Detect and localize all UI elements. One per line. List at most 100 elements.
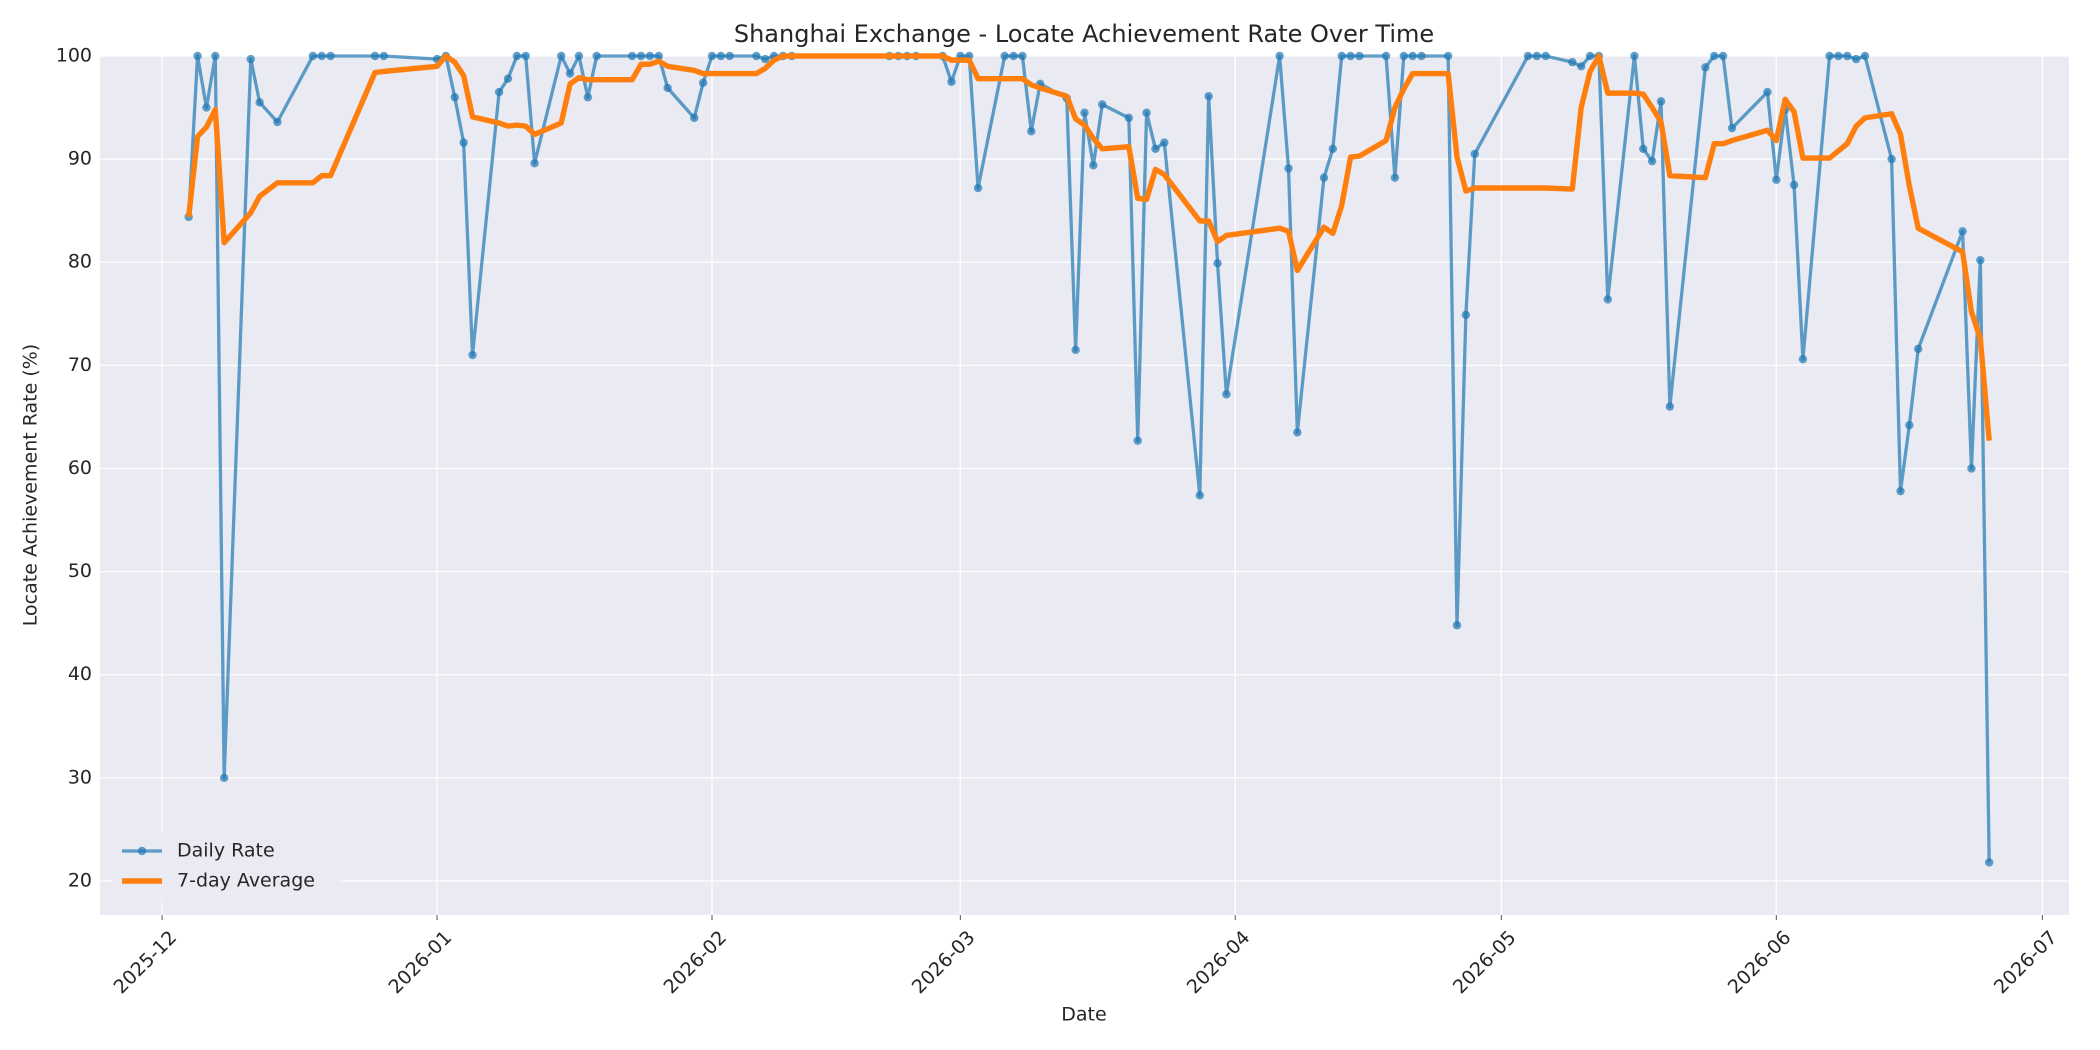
data-point (1523, 51, 1533, 61)
data-point (450, 93, 459, 102)
data-point (1000, 51, 1009, 61)
data-point (1541, 51, 1550, 61)
data-point (707, 51, 717, 61)
data-point (1417, 51, 1426, 61)
y-tick-label: 80 (68, 251, 92, 273)
data-point (370, 51, 380, 61)
data-point (219, 773, 229, 783)
data-point (1727, 123, 1737, 133)
data-point (1710, 51, 1719, 61)
data-point (761, 54, 770, 64)
data-point (1293, 428, 1302, 437)
y-tick-label: 90 (68, 148, 92, 170)
data-point (1860, 51, 1870, 61)
data-point (1204, 92, 1213, 101)
data-point (1718, 51, 1728, 61)
data-point (1452, 621, 1462, 630)
data-point (574, 51, 584, 61)
data-point (752, 51, 761, 61)
data-point (1337, 51, 1346, 61)
data-point (1976, 255, 1985, 265)
legend: Daily Rate 7-day Average (112, 831, 342, 903)
data-point (1018, 51, 1027, 61)
x-axis-label: Date (1061, 1004, 1106, 1026)
data-point (973, 183, 983, 193)
data-point (1647, 156, 1657, 166)
data-point (1160, 138, 1169, 147)
data-point (317, 51, 326, 61)
grid (100, 55, 2069, 915)
data-point (1390, 173, 1400, 182)
data-point (512, 51, 522, 61)
legend-label: 7-day Average (177, 870, 315, 892)
data-point (592, 51, 601, 61)
data-point (1461, 310, 1471, 320)
data-point (1887, 154, 1896, 164)
data-point (627, 51, 637, 61)
data-point (716, 51, 726, 61)
data-point (1328, 144, 1338, 154)
data-point (379, 51, 389, 61)
data-point (565, 69, 575, 78)
data-point (1701, 63, 1710, 72)
data-point (1275, 51, 1284, 61)
data-point (1656, 97, 1666, 106)
data-point (1798, 354, 1808, 364)
data-point (1381, 51, 1391, 61)
data-point (1665, 402, 1675, 411)
data-point (1089, 161, 1098, 170)
data-point (494, 87, 504, 97)
lines (184, 51, 1994, 867)
data-point (690, 113, 699, 123)
data-point (308, 51, 318, 61)
data-point (1399, 51, 1408, 61)
data-point (459, 138, 468, 147)
data-point (1772, 175, 1781, 184)
y-tick-label: 30 (68, 766, 92, 788)
data-point (1124, 113, 1134, 123)
data-point (1142, 108, 1151, 117)
data-point (1568, 57, 1577, 67)
y-tick-label: 100 (56, 45, 92, 67)
legend-marker (137, 846, 147, 856)
data-point (1080, 108, 1089, 117)
plot-area (100, 56, 2069, 915)
data-point (1896, 486, 1905, 496)
data-point (1346, 51, 1355, 61)
data-point (1098, 100, 1107, 109)
data-point (521, 51, 530, 61)
data-point (1027, 127, 1036, 136)
data-point (1958, 227, 1967, 236)
data-point (645, 51, 655, 61)
y-tick-label: 60 (68, 457, 92, 479)
data-point (663, 83, 672, 93)
y-tick-label: 20 (68, 869, 92, 891)
data-point (1834, 51, 1843, 61)
data-point (1532, 51, 1542, 61)
data-point (583, 93, 593, 102)
data-point (1914, 344, 1923, 354)
data-point (1071, 345, 1080, 355)
chart-title: Shanghai Exchange - Locate Achievement R… (734, 20, 1434, 48)
data-point (636, 51, 646, 61)
data-point (725, 51, 734, 61)
data-point (273, 117, 282, 127)
data-point (1355, 51, 1364, 61)
data-point (1603, 295, 1612, 304)
data-point (1284, 164, 1293, 173)
data-point (1222, 390, 1231, 399)
data-point (1984, 858, 1994, 867)
data-point (1443, 51, 1453, 61)
y-tick-label: 50 (68, 560, 92, 582)
data-point (1133, 436, 1142, 445)
data-point (1630, 51, 1639, 61)
legend-label: Daily Rate (177, 840, 275, 862)
data-point (1789, 180, 1799, 190)
data-point (246, 54, 255, 64)
y-tick-label: 40 (68, 663, 92, 685)
data-point (1319, 173, 1329, 182)
y-axis-label: Locate Achievement Rate (%) (20, 344, 42, 626)
data-point (1470, 149, 1479, 159)
data-point (1851, 54, 1861, 64)
